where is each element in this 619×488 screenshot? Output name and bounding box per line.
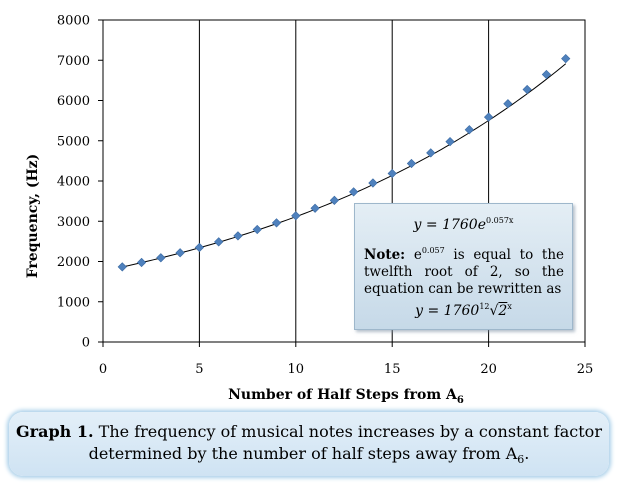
y-axis-title: Frequency, (Hz)	[25, 154, 41, 279]
data-point	[252, 224, 262, 235]
exponential-equation: y = 1760e0.057x	[413, 216, 514, 233]
y-tick-label: 5000	[57, 134, 90, 149]
data-point	[214, 237, 224, 247]
x-axis-title: Number of Half Steps from A6	[228, 387, 464, 405]
data-points	[117, 54, 571, 272]
y-tick-label: 4000	[57, 175, 90, 190]
y-tick-label: 8000	[57, 14, 90, 29]
data-point	[387, 168, 397, 179]
data-point	[117, 262, 127, 272]
data-point	[349, 187, 359, 197]
x-tick-label: 0	[99, 362, 107, 377]
data-point	[271, 218, 282, 228]
figure-caption: Graph 1. The frequency of musical notes …	[9, 412, 609, 476]
data-point	[233, 231, 243, 241]
data-point	[541, 69, 552, 80]
data-point	[329, 195, 339, 205]
y-tick-label: 0	[82, 336, 90, 351]
data-point	[291, 211, 301, 221]
x-tick-label: 15	[384, 362, 401, 377]
data-point	[561, 54, 571, 64]
note-box: y = 1760e0.057x Note: e0.057 is equal to…	[354, 203, 573, 330]
data-point	[194, 242, 205, 253]
data-point	[368, 178, 378, 188]
y-axis-ticks: 0 1000 2000 3000 4000 5000 6000 7000 8000	[57, 14, 103, 351]
data-point	[406, 158, 417, 169]
x-tick-label: 20	[480, 362, 497, 377]
x-tick-label: 10	[288, 362, 305, 377]
data-point	[503, 99, 513, 109]
y-tick-label: 2000	[57, 255, 90, 270]
data-point	[156, 253, 166, 263]
data-point	[175, 248, 185, 258]
y-tick-label: 1000	[57, 295, 90, 310]
root-equation: y = 176012√2x	[415, 302, 512, 319]
x-tick-label: 5	[195, 362, 203, 377]
note-text: Note: e0.057 is equal to the twelfth roo…	[364, 246, 564, 297]
data-point	[522, 84, 532, 95]
x-tick-label: 25	[577, 362, 594, 377]
data-point	[426, 148, 436, 158]
data-point	[310, 203, 320, 213]
x-axis-ticks: 0 5 10 15 20 25	[99, 342, 593, 377]
y-tick-label: 3000	[57, 215, 90, 230]
data-point	[136, 257, 147, 268]
data-point	[483, 112, 494, 122]
y-tick-label: 6000	[57, 94, 90, 109]
data-point	[464, 125, 474, 135]
chart: 0 1000 2000 3000 4000 5000 6000 7000 8000 0 5 10 15…	[25, 14, 593, 406]
data-point	[445, 137, 455, 147]
y-tick-label: 7000	[57, 54, 90, 69]
